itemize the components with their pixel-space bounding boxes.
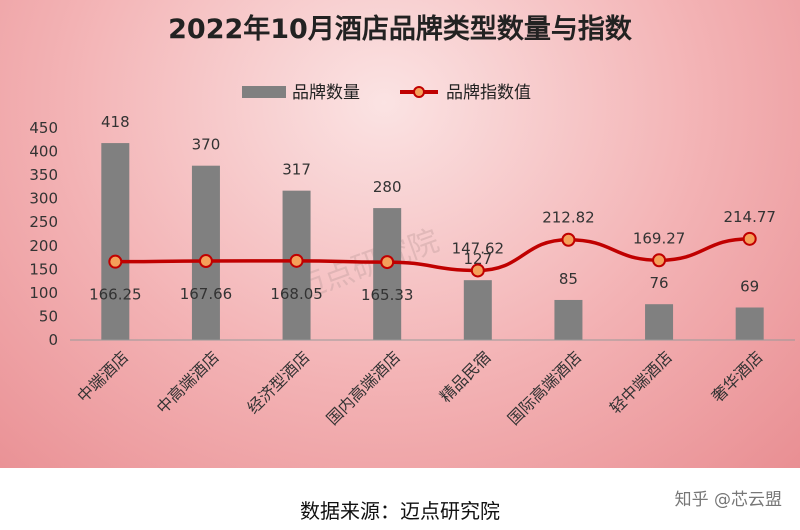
legend: 品牌数量 品牌指数值 — [242, 83, 531, 103]
chart-panel: 2022年10月酒店品牌类型数量与指数 品牌数量 品牌指数值 迈点研究院 0 50… — [0, 0, 800, 468]
index-value-label: 169.27 — [633, 229, 686, 247]
y-tick-label: 300 — [29, 190, 58, 208]
bar-value-label: 127 — [463, 250, 492, 268]
legend-bar-label: 品牌数量 — [292, 83, 360, 103]
bar — [735, 307, 764, 340]
chart: 2022年10月酒店品牌类型数量与指数 品牌数量 品牌指数值 迈点研究院 050… — [29, 13, 795, 429]
bar-value-label: 280 — [373, 178, 402, 196]
index-value-label: 147.62 — [452, 239, 505, 257]
y-tick-label: 0 — [48, 331, 58, 349]
x-tick-label: 中端酒店 — [73, 347, 132, 406]
x-tick-label: 精品民宿 — [436, 347, 495, 406]
index-line — [115, 237, 750, 273]
bar — [463, 280, 492, 340]
chart-title: 2022年10月酒店品牌类型数量与指数 — [168, 13, 633, 45]
index-value-label: 167.66 — [180, 285, 233, 303]
index-marker — [380, 255, 395, 270]
bar — [645, 304, 674, 340]
y-tick-label: 350 — [29, 166, 58, 184]
x-tick-label: 国内高端酒店 — [323, 347, 404, 428]
bar-value-label: 85 — [559, 270, 578, 288]
x-tick-label: 奢华酒店 — [708, 347, 767, 406]
x-tick-label: 经济型酒店 — [243, 347, 313, 417]
data-source-note: 数据来源：迈点研究院 — [300, 499, 500, 523]
legend-line-label: 品牌指数值 — [446, 83, 531, 103]
watermark-credit: 知乎 @芯云盟 — [674, 490, 782, 510]
x-tick-label: 国际高端酒店 — [504, 347, 585, 428]
index-value-label: 166.25 — [89, 286, 142, 304]
index-marker — [470, 263, 485, 278]
x-tick-label: 中高端酒店 — [153, 347, 223, 417]
index-marker — [289, 253, 304, 268]
y-tick-label: 400 — [29, 143, 58, 161]
bar-value-label: 418 — [101, 113, 130, 131]
x-tick-label: 轻中端酒店 — [606, 347, 676, 417]
y-axis: 0 50 100 150 200 250 300 350 400 450 — [29, 119, 58, 349]
bars: 418 370 317 280 127 85 76 69 — [101, 113, 764, 340]
index-marker — [652, 253, 667, 268]
index-marker — [742, 231, 757, 246]
index-value-label: 168.05 — [270, 285, 323, 303]
bar — [191, 165, 220, 340]
bar-value-label: 370 — [192, 136, 221, 154]
legend-bar-swatch — [242, 86, 286, 98]
y-tick-label: 50 — [39, 307, 58, 325]
x-axis: 中端酒店 中高端酒店 经济型酒店 国内高端酒店 精品民宿 国际高端酒店 轻中端酒店 奢华酒店 — [70, 339, 795, 429]
index-value-label: 165.33 — [361, 286, 414, 304]
legend-line-marker — [413, 86, 425, 98]
bar — [554, 299, 583, 340]
bar-value-label: 317 — [282, 161, 311, 179]
bar-value-label: 76 — [650, 274, 669, 292]
index-marker — [198, 254, 213, 269]
y-tick-label: 250 — [29, 213, 58, 231]
index-value-label: 214.77 — [723, 208, 776, 226]
index-marker — [561, 232, 576, 247]
line-series: 166.25 167.66 168.05 165.33 147.62 212.82 169.… — [89, 208, 776, 304]
y-tick-label: 450 — [29, 119, 58, 137]
bar-value-label: 69 — [740, 277, 759, 295]
y-tick-label: 150 — [29, 260, 58, 278]
y-tick-label: 200 — [29, 237, 58, 255]
y-tick-label: 100 — [29, 284, 58, 302]
bar — [101, 143, 130, 340]
index-marker — [108, 254, 123, 269]
index-value-label: 212.82 — [542, 209, 595, 227]
bar — [373, 208, 402, 340]
